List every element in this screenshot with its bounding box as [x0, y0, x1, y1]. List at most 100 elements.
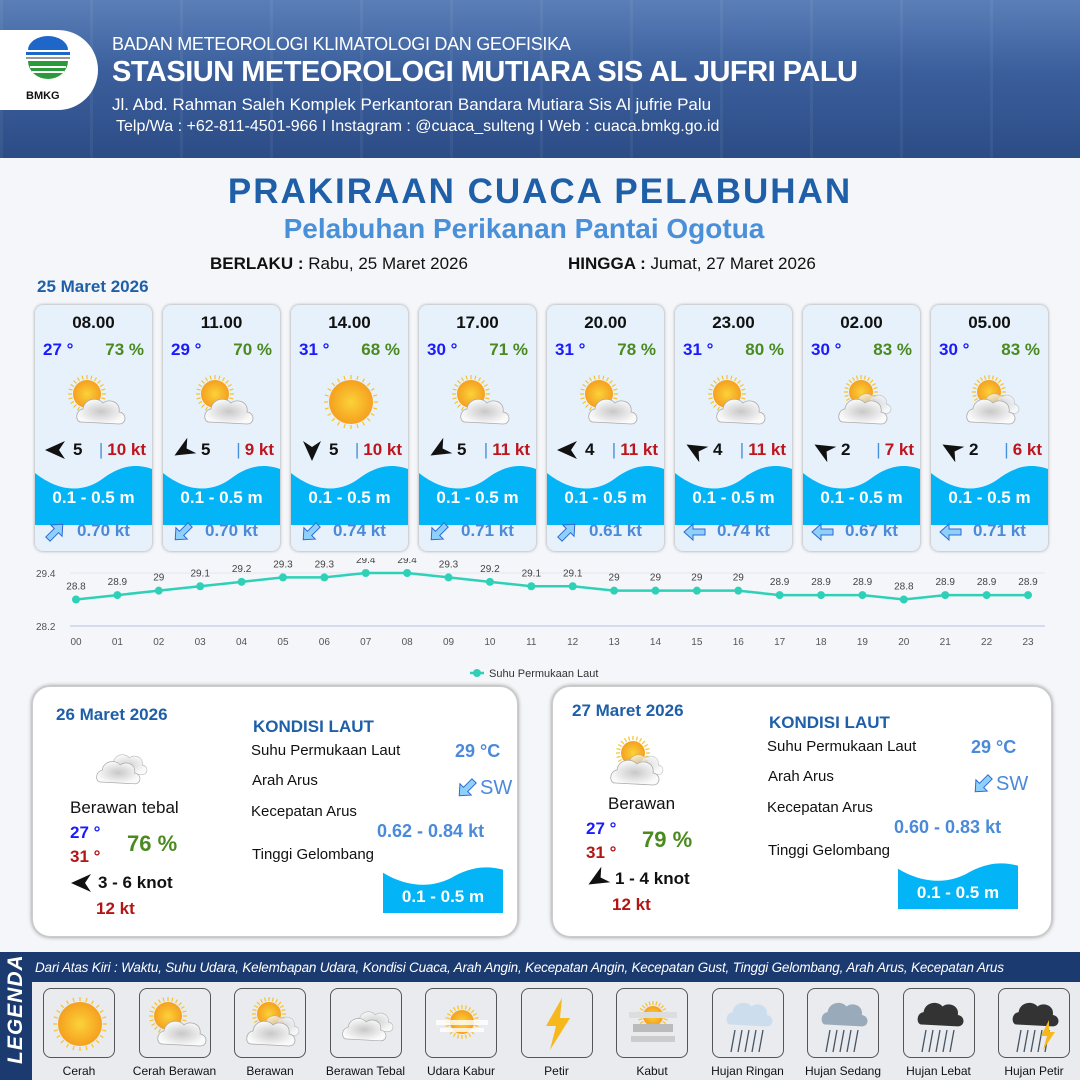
weather-condition: Berawan — [608, 794, 676, 813]
gust-speed: 7 kt — [876, 440, 914, 460]
outlook-date: 27 Maret 2026 — [572, 701, 684, 720]
legend-label: Cerah Berawan — [132, 1064, 217, 1078]
current-direction-icon — [935, 519, 967, 550]
data-label: 28.9 — [811, 577, 831, 588]
forecast-time: 08.00 — [72, 313, 115, 332]
valid-to: HINGGA : Jumat, 27 Maret 2026 — [568, 254, 816, 274]
gust-speed: 9 kt — [236, 440, 274, 460]
wind-row: 2 6 kt — [937, 438, 1044, 463]
humidity: 80 % — [745, 340, 784, 359]
legend-label: Kabut — [636, 1064, 668, 1078]
current-speed: 0.74 kt — [333, 521, 386, 540]
current-speed: 0.74 kt — [717, 521, 770, 540]
current-speed-value: 0.62 - 0.84 kt — [377, 821, 485, 841]
data-label: 29 — [153, 573, 165, 584]
legend-label: Petir — [544, 1064, 569, 1078]
current-direction-icon — [807, 519, 839, 550]
forecast-card: 14.00 31 ° 68 % 5 10 kt 0.1 - 0.5 m 0.74… — [291, 305, 408, 551]
data-point — [651, 586, 660, 595]
wave-height: 0.1 - 0.5 m — [820, 488, 903, 507]
data-point — [734, 586, 743, 595]
cerah-berawan-weather-icon — [447, 370, 511, 434]
page-title: PRAKIRAAN CUACA PELABUHAN — [227, 172, 853, 211]
data-point — [403, 569, 412, 577]
wind-row: 5 10 kt — [297, 438, 404, 462]
wave-icon — [547, 463, 664, 525]
data-point — [278, 573, 287, 582]
data-label: 28.9 — [1018, 577, 1038, 588]
gust-speed: 11 kt — [740, 440, 786, 460]
y-tick-label: 29.4 — [36, 569, 56, 580]
data-label: 29.1 — [522, 568, 542, 579]
berawan-tebal-legend-icon — [329, 988, 402, 1058]
data-label: 29 — [691, 573, 703, 584]
address: Jl. Abd. Rahman Saleh Komplek Perkantora… — [112, 95, 712, 114]
data-point — [154, 586, 163, 595]
x-tick-label: 05 — [277, 637, 289, 648]
data-label: 29 — [733, 573, 745, 584]
data-label: 29.1 — [190, 568, 210, 579]
gust-speed: 12 kt — [96, 899, 135, 918]
data-label: 28.9 — [977, 577, 997, 588]
wind-direction-icon — [553, 438, 583, 467]
current-speed-value: 0.60 - 0.83 kt — [894, 817, 1002, 837]
sst-label: Suhu Permukaan Laut — [251, 742, 401, 759]
air-temperature: 27 ° — [43, 340, 74, 359]
legend-label: Hujan Petir — [1004, 1064, 1064, 1078]
wave-height: 0.1 - 0.5 m — [692, 488, 775, 507]
current-row: 0.61 kt — [551, 519, 661, 543]
x-tick-label: 13 — [609, 637, 621, 648]
data-point — [196, 582, 205, 591]
gust-speed: 10 kt — [355, 440, 402, 460]
wind-direction-icon — [169, 437, 199, 467]
x-tick-label: 15 — [691, 637, 703, 648]
wind-speed: 5 — [201, 440, 211, 459]
wind-speed: 4 — [585, 440, 595, 459]
wave-height: 0.1 - 0.5 m — [308, 488, 391, 507]
valid-from-label: BERLAKU : — [210, 254, 304, 273]
data-point — [692, 586, 701, 595]
sst-value: 29 °C — [455, 741, 501, 761]
humidity: 73 % — [105, 340, 144, 359]
outlook-date: 26 Maret 2026 — [56, 705, 168, 724]
petir-legend-icon — [520, 988, 593, 1058]
legend-label: Hujan Lebat — [906, 1064, 971, 1078]
forecast-time: 02.00 — [840, 313, 883, 332]
outlook-card: 26 Maret 2026 Berawan tebal 27 ° 31 ° 76… — [32, 686, 518, 937]
wind-direction-icon — [809, 438, 839, 467]
current-row: 0.74 kt — [679, 519, 789, 543]
data-point — [527, 582, 536, 591]
current-row: 0.74 kt — [295, 519, 405, 543]
current-speed: 0.67 kt — [845, 521, 898, 540]
forecast-card: 20.00 31 ° 78 % 4 11 kt 0.1 - 0.5 m 0.61… — [547, 305, 664, 551]
wave-height-value: 0.1 - 0.5 m — [916, 883, 1000, 902]
data-label: 28.9 — [853, 577, 873, 588]
air-temperature: 30 ° — [427, 340, 458, 359]
legend-marker — [473, 669, 481, 677]
air-temperature: 30 ° — [811, 340, 842, 359]
forecast-time: 14.00 — [328, 313, 371, 332]
current-direction-label: Arah Arus — [252, 772, 318, 789]
legend-label: Berawan Tebal — [325, 1064, 406, 1078]
valid-to-label: HINGGA : — [568, 254, 646, 273]
wave-icon — [419, 463, 536, 525]
current-row: 0.71 kt — [935, 519, 1045, 543]
wave-height: 0.1 - 0.5 m — [52, 488, 135, 507]
wind-row: 4 11 kt — [553, 438, 660, 462]
cerah-weather-icon — [319, 370, 383, 434]
current-direction-icon — [295, 519, 327, 550]
wave-height: 0.1 - 0.5 m — [180, 488, 263, 507]
wind-row: 5 10 kt — [41, 438, 148, 462]
x-tick-label: 16 — [733, 637, 745, 648]
legend-section: LEGENDA Dari Atas Kiri : Waktu, Suhu Uda… — [0, 952, 1080, 1080]
x-tick-label: 03 — [195, 637, 207, 648]
legend-label: Berawan — [246, 1064, 294, 1078]
hujan-lebat-legend-icon — [902, 988, 975, 1058]
x-tick-label: 01 — [112, 637, 124, 648]
wind-direction-icon — [67, 871, 97, 900]
header-banner: BMKG BADAN METEOROLOGI KLIMATOLOGI DAN G… — [0, 0, 1080, 158]
data-point — [444, 573, 453, 582]
forecast-time: 20.00 — [584, 313, 627, 332]
data-label: 28.8 — [894, 582, 914, 593]
current-row: 0.70 kt — [39, 519, 149, 543]
